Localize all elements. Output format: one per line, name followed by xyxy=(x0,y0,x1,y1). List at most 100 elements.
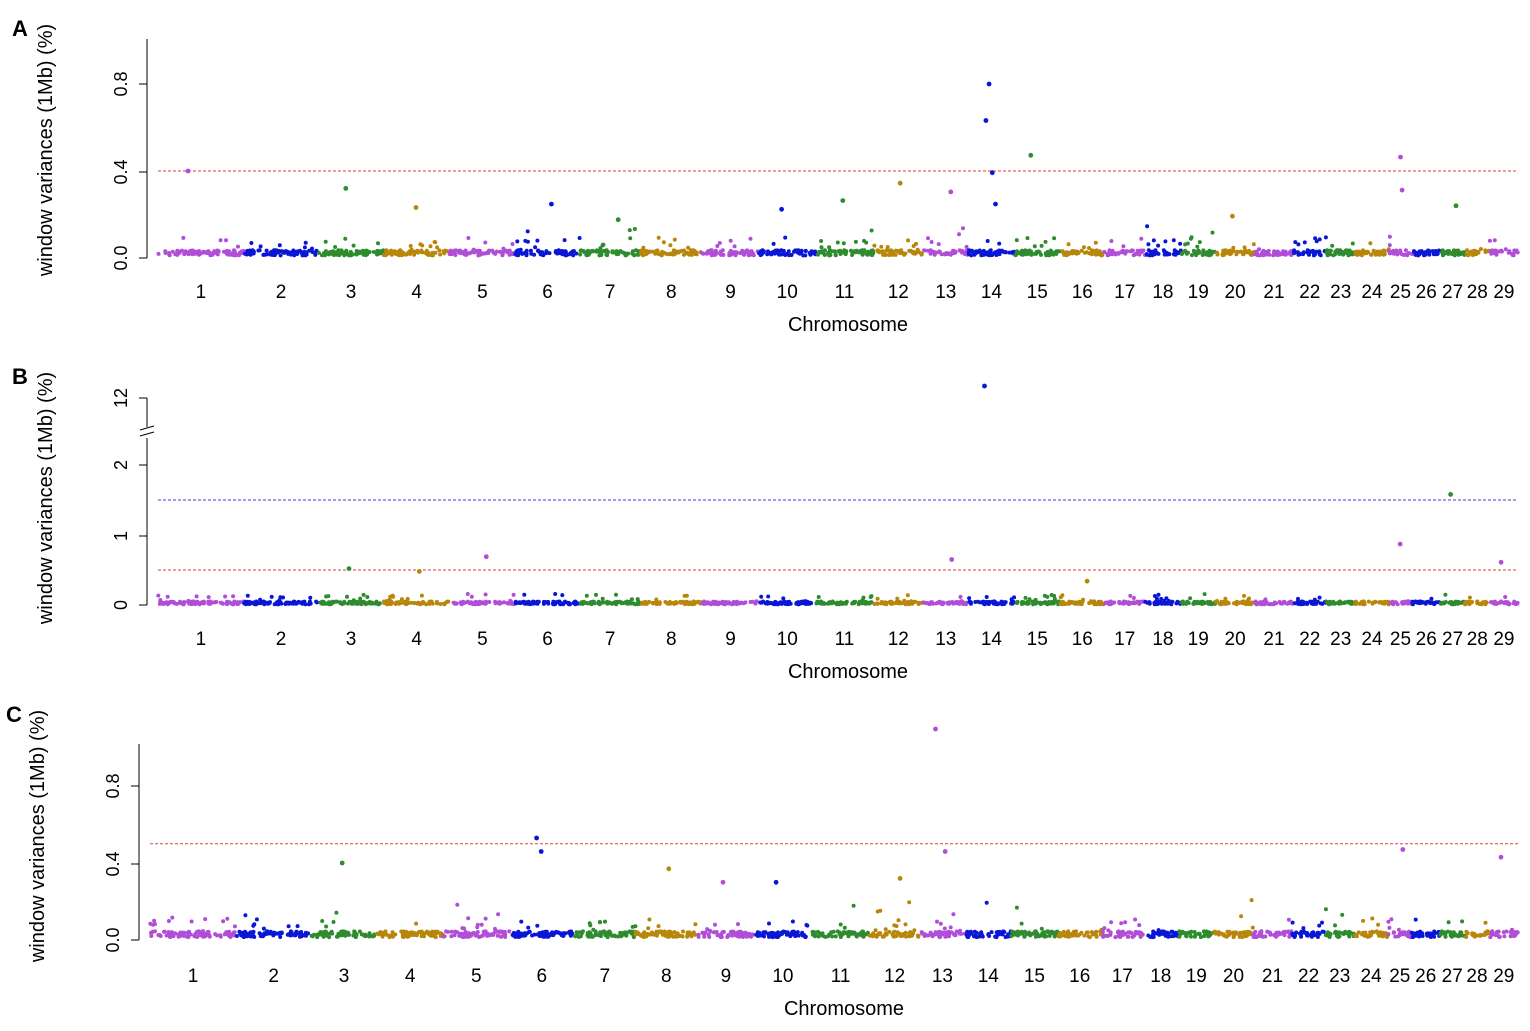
data-point xyxy=(835,600,840,605)
data-point xyxy=(556,599,561,604)
data-point xyxy=(1313,236,1318,241)
data-point xyxy=(1145,224,1150,229)
data-point xyxy=(1003,250,1008,254)
data-point xyxy=(601,242,606,247)
data-point xyxy=(1464,935,1469,939)
data-point xyxy=(1412,249,1416,254)
data-point xyxy=(177,934,182,939)
data-point xyxy=(1019,921,1024,926)
data-point xyxy=(435,929,440,934)
data-point xyxy=(750,599,755,604)
data-point xyxy=(963,600,968,605)
data-point xyxy=(1042,934,1047,939)
data-point xyxy=(874,933,879,938)
data-point xyxy=(1456,934,1461,939)
data-point xyxy=(1019,252,1024,257)
data-point xyxy=(1435,930,1440,935)
chromosome-label: 19 xyxy=(1188,629,1209,650)
data-point xyxy=(544,249,549,254)
data-point xyxy=(262,602,267,607)
data-point xyxy=(1116,251,1121,256)
data-point xyxy=(994,253,999,257)
data-point xyxy=(1126,934,1131,939)
data-point xyxy=(632,227,637,231)
data-point xyxy=(496,912,501,917)
data-point xyxy=(1463,602,1467,607)
data-point xyxy=(1090,249,1095,254)
data-point xyxy=(1341,601,1346,605)
data-point xyxy=(1293,240,1298,245)
data-point xyxy=(1296,242,1301,247)
data-point xyxy=(396,253,401,258)
data-point xyxy=(690,602,695,607)
data-point xyxy=(1081,597,1085,602)
data-point xyxy=(895,596,900,601)
data-point xyxy=(520,600,525,605)
highlight-point xyxy=(1397,541,1403,547)
data-point xyxy=(267,601,272,606)
data-point xyxy=(492,930,497,935)
data-point xyxy=(432,932,437,937)
data-point xyxy=(1249,251,1253,256)
data-point xyxy=(1415,250,1420,255)
data-point xyxy=(1039,243,1044,248)
data-point xyxy=(1281,931,1286,936)
data-point xyxy=(507,252,512,257)
data-point xyxy=(1330,243,1335,248)
data-point xyxy=(1121,244,1126,249)
data-point xyxy=(966,250,971,255)
data-point xyxy=(1155,602,1160,607)
data-point xyxy=(323,601,328,606)
data-point xyxy=(646,926,651,931)
data-point xyxy=(344,248,349,253)
chromosome-label: 24 xyxy=(1361,282,1383,303)
data-point xyxy=(286,924,291,929)
data-point xyxy=(931,249,936,254)
data-point xyxy=(363,253,368,258)
data-point xyxy=(849,248,853,253)
chromosome-label: 12 xyxy=(888,629,909,650)
data-point xyxy=(1251,242,1256,247)
chromosome-label: 20 xyxy=(1225,282,1246,303)
data-point xyxy=(324,594,329,599)
data-point xyxy=(745,933,750,937)
data-point xyxy=(635,597,640,602)
data-point xyxy=(1021,601,1026,606)
highlight-point xyxy=(413,205,419,210)
data-point xyxy=(816,595,821,599)
data-point xyxy=(1333,929,1338,934)
data-point xyxy=(840,601,845,606)
data-point xyxy=(249,241,254,245)
data-point xyxy=(507,929,512,934)
chromosome-label: 16 xyxy=(1072,282,1093,303)
data-point xyxy=(883,927,888,932)
chromosome-label: 20 xyxy=(1223,966,1244,987)
data-point xyxy=(239,930,244,935)
data-point xyxy=(771,241,776,246)
data-point xyxy=(630,924,635,929)
data-point xyxy=(930,600,935,605)
data-point xyxy=(1137,923,1142,928)
data-point xyxy=(1489,251,1494,256)
data-point xyxy=(1225,929,1230,934)
data-point xyxy=(761,931,766,936)
data-point xyxy=(1060,601,1065,605)
data-point xyxy=(1489,600,1494,605)
data-point xyxy=(719,252,723,257)
data-point xyxy=(164,933,169,938)
highlight-point xyxy=(779,206,784,212)
data-point xyxy=(1474,933,1479,938)
data-point xyxy=(562,238,567,243)
data-point xyxy=(429,933,434,938)
data-point xyxy=(1483,920,1488,925)
data-point xyxy=(466,236,471,240)
data-point xyxy=(218,238,223,243)
data-point xyxy=(1483,249,1488,254)
data-point xyxy=(631,601,636,606)
data-point xyxy=(243,602,248,607)
data-point xyxy=(215,252,220,257)
data-point xyxy=(218,933,223,938)
data-point xyxy=(537,249,542,254)
data-point xyxy=(858,931,863,936)
highlight-point xyxy=(840,198,846,204)
